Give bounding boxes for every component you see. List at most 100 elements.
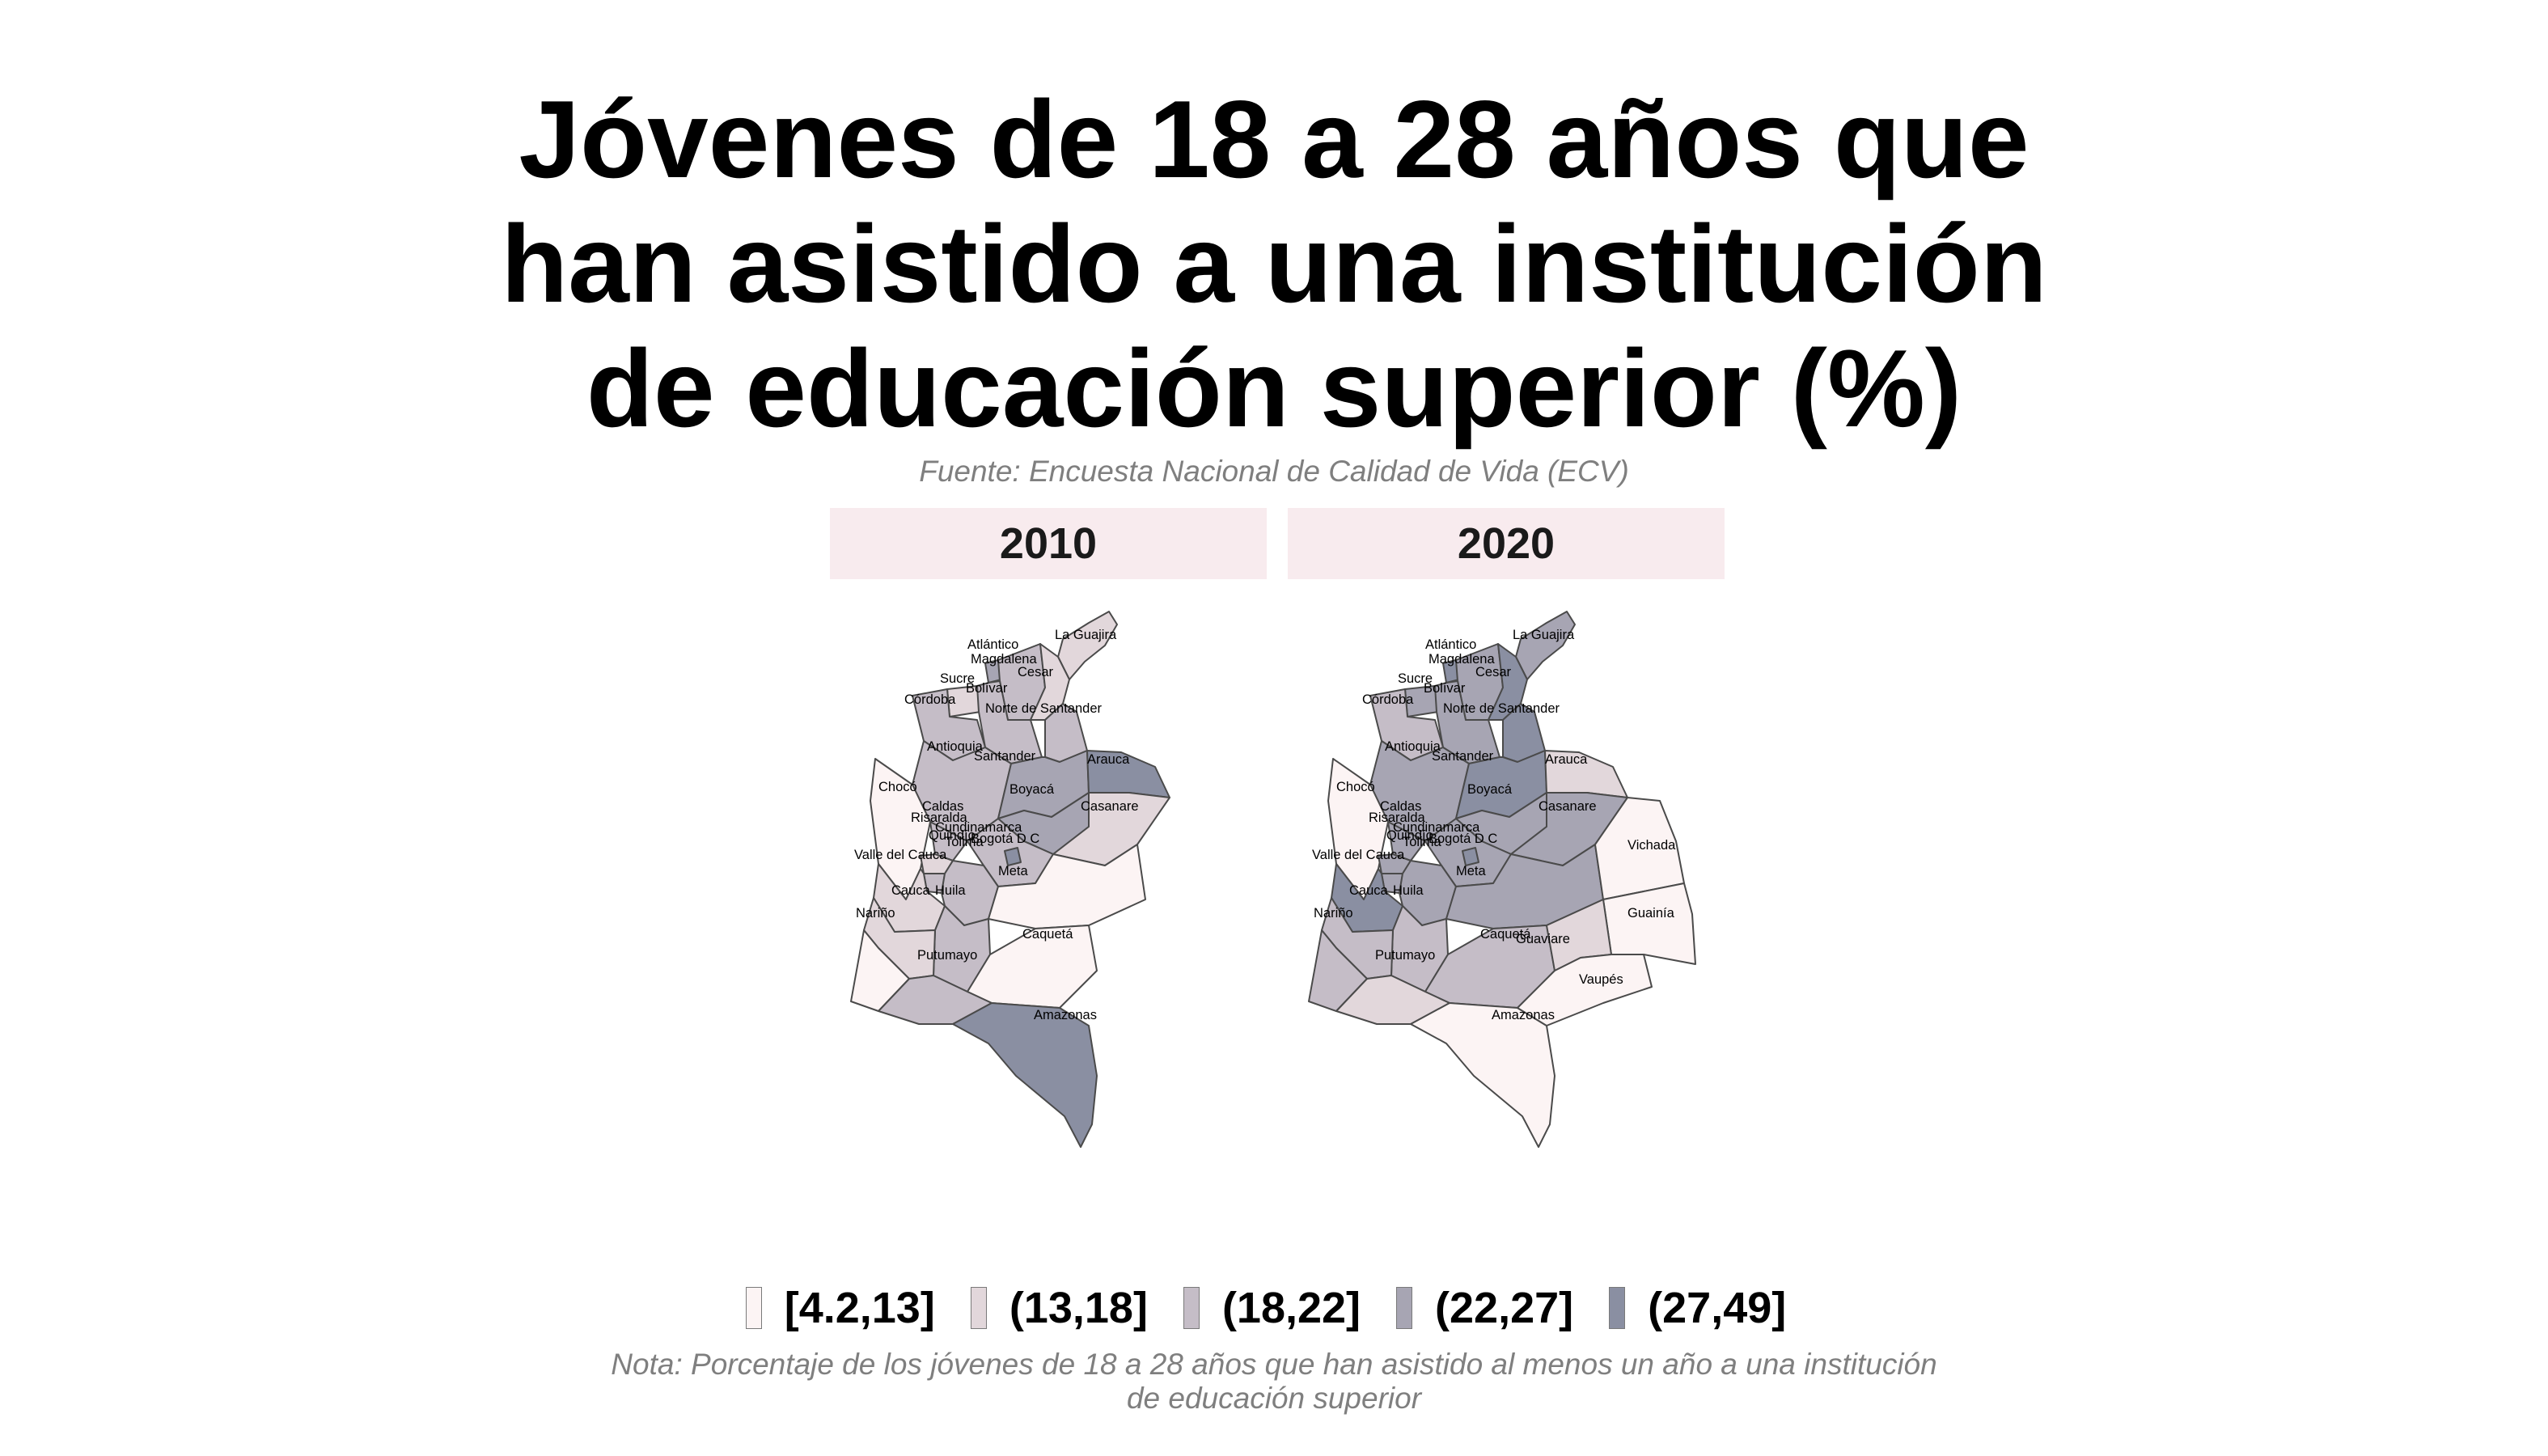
label-vaupes-2020: Vaupés xyxy=(1579,972,1623,987)
legend-item-1: [4.2,13] xyxy=(745,1283,951,1333)
legend-swatch-3 xyxy=(1183,1287,1200,1329)
label-quindio-2020: Quindío xyxy=(1386,828,1433,843)
chart-title: Jóvenes de 18 a 28 años que han asistido… xyxy=(0,77,2548,451)
label-cauca-2010: Cauca xyxy=(891,883,931,898)
label-narino-2020: Nariño xyxy=(1314,906,1353,921)
label-cordoba-2010: Córdoba xyxy=(904,692,956,707)
label-bogota-d-c-2010: Bogotá D C xyxy=(971,832,1039,846)
label-guainia-2020: Guainía xyxy=(1627,906,1675,921)
label-la-guajira-2010: La Guajira xyxy=(1055,628,1117,642)
legend-swatch-4 xyxy=(1396,1287,1413,1329)
department-bolivar-2020 xyxy=(1434,680,1500,764)
label-meta-2010: Meta xyxy=(998,864,1029,878)
label-meta-2020: Meta xyxy=(1456,864,1487,878)
label-bolivar-2020: Bolívar xyxy=(1424,681,1466,696)
map-2020-svg: La GuajiraAtlánticoMagdalenaCesarSucreBo… xyxy=(1308,611,1696,1148)
label-antioquia-2010: Antioquia xyxy=(927,739,984,754)
map-group-2020: La GuajiraAtlánticoMagdalenaCesarSucreBo… xyxy=(1308,611,1696,1148)
label-santander-2020: Santander xyxy=(1432,749,1494,764)
label-tolima-2010: Tolima xyxy=(945,835,984,849)
label-boyaca-2020: Boyacá xyxy=(1467,782,1513,797)
label-magdalena-2010: Magdalena xyxy=(971,652,1037,667)
label-bolivar-2010: Bolívar xyxy=(966,681,1008,696)
label-risaralda-2010: Risaralda xyxy=(911,811,968,825)
label-caldas-2020: Caldas xyxy=(1380,799,1421,814)
panel-header-2020: 2020 xyxy=(1288,508,1725,579)
label-caldas-2010: Caldas xyxy=(922,799,963,814)
department-bogota-d-c-2010 xyxy=(1004,847,1022,866)
legend-label-3: (18,22] xyxy=(1221,1284,1361,1332)
panel-header-2010: 2010 xyxy=(830,508,1267,579)
legend-label-5: (27,49] xyxy=(1648,1284,1787,1332)
legend-label-4: (22,27] xyxy=(1435,1284,1574,1332)
map-group-2010: La GuajiraAtlánticoMagdalenaCesarSucreBo… xyxy=(850,611,1170,1148)
label-caqueta-2010: Caquetá xyxy=(1022,927,1073,942)
source-caption: Fuente: Encuesta Nacional de Calidad de … xyxy=(919,455,1629,488)
department-amazonas-2020 xyxy=(1410,1002,1555,1148)
label-atlantico-2020: Atlántico xyxy=(1425,637,1476,652)
label-norte-de-santander-2010: Norte de Santander xyxy=(985,701,1103,716)
legend-label-2: (13,18] xyxy=(1009,1284,1148,1332)
label-santander-2010: Santander xyxy=(974,749,1036,764)
legend-item-5: (27,49] xyxy=(1609,1283,1802,1333)
department-amazonas-2010 xyxy=(952,1002,1098,1148)
label-putumayo-2020: Putumayo xyxy=(1375,948,1435,963)
label-magdalena-2020: Magdalena xyxy=(1428,652,1495,667)
label-valle-del-cauca-2010: Valle del Cauca xyxy=(854,848,947,862)
label-cesar-2010: Cesar xyxy=(1018,665,1054,679)
legend-swatch-5 xyxy=(1609,1287,1626,1329)
department-meta-2010 xyxy=(988,844,1146,929)
label-bogota-d-c-2020: Bogotá D C xyxy=(1428,832,1497,846)
label-amazonas-2020: Amazonas xyxy=(1492,1008,1555,1022)
department-la-guajira-2010 xyxy=(1057,611,1118,680)
label-caqueta-2020: Caquetá xyxy=(1480,927,1531,942)
legend-swatch-1 xyxy=(745,1287,762,1329)
label-norte-de-santander-2020: Norte de Santander xyxy=(1443,701,1560,716)
label-casanare-2010: Casanare xyxy=(1081,799,1139,814)
department-bogota-d-c-2020 xyxy=(1462,847,1479,866)
title-line-1: Jóvenes de 18 a 28 años que xyxy=(518,78,2030,201)
label-cesar-2020: Cesar xyxy=(1475,665,1512,679)
label-putumayo-2010: Putumayo xyxy=(917,948,977,963)
label-choco-2010: Chocó xyxy=(878,780,917,794)
note-caption: Nota: Porcentaje de los jóvenes de 18 a … xyxy=(0,1348,2548,1416)
legend-item-4: (22,27] xyxy=(1396,1283,1589,1333)
label-cundinamarca-2010: Cundinamarca xyxy=(935,820,1022,835)
label-casanare-2020: Casanare xyxy=(1539,799,1597,814)
label-narino-2010: Nariño xyxy=(856,906,895,921)
title-line-2: han asistido a una institución xyxy=(501,202,2047,325)
label-quindio-2010: Quindío xyxy=(929,828,976,843)
note-line-2: de educación superior xyxy=(1126,1382,1422,1415)
label-arauca-2020: Arauca xyxy=(1545,752,1588,767)
label-la-guajira-2020: La Guajira xyxy=(1513,628,1575,642)
label-amazonas-2010: Amazonas xyxy=(1034,1008,1097,1022)
legend-swatch-2 xyxy=(970,1287,987,1329)
title-line-3: de educación superior (%) xyxy=(586,327,1962,450)
label-atlantico-2010: Atlántico xyxy=(967,637,1018,652)
label-boyaca-2010: Boyacá xyxy=(1009,782,1055,797)
label-choco-2020: Chocó xyxy=(1336,780,1375,794)
legend: [4.2,13] (13,18] (18,22] (22,27] (27,49] xyxy=(0,1283,2548,1333)
department-putumayo-2020 xyxy=(1335,975,1450,1025)
map-2010-svg: La GuajiraAtlánticoMagdalenaCesarSucreBo… xyxy=(850,611,1170,1148)
note-line-1: Nota: Porcentaje de los jóvenes de 18 a … xyxy=(611,1348,1937,1381)
label-sucre-2010: Sucre xyxy=(940,671,975,686)
label-antioquia-2020: Antioquia xyxy=(1385,739,1441,754)
label-cauca-2020: Cauca xyxy=(1349,883,1389,898)
legend-item-3: (18,22] xyxy=(1183,1283,1377,1333)
label-arauca-2010: Arauca xyxy=(1087,752,1130,767)
department-la-guajira-2020 xyxy=(1515,611,1576,680)
map-panel-2010: La Guajira Atlántico Magdalena Cesar Sucre Bo… xyxy=(830,590,1267,1173)
map-panel-2020: La Guajira Atlántico Magdalena Cesar Sucre Bo… xyxy=(1288,590,1725,1173)
label-tolima-2020: Tolima xyxy=(1403,835,1442,849)
label-guaviare-2020: Guaviare xyxy=(1516,932,1570,946)
label-risaralda-2020: Risaralda xyxy=(1369,811,1426,825)
label-sucre-2020: Sucre xyxy=(1398,671,1433,686)
label-vichada-2020: Vichada xyxy=(1627,838,1676,853)
department-bolivar-2010 xyxy=(976,680,1043,764)
department-putumayo-2010 xyxy=(878,975,993,1025)
label-huila-2020: Huila xyxy=(1393,883,1424,898)
legend-label-1: [4.2,13] xyxy=(784,1284,935,1332)
department-vaupes-2020 xyxy=(1517,954,1653,1026)
label-valle-del-cauca-2020: Valle del Cauca xyxy=(1312,848,1405,862)
